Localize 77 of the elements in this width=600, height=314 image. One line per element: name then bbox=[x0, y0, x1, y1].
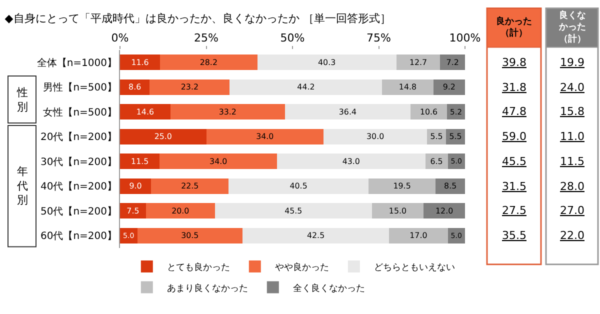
bar bbox=[170, 104, 285, 120]
bar bbox=[436, 178, 465, 194]
bar bbox=[120, 154, 160, 170]
bar bbox=[433, 79, 465, 95]
text: 11.0 bbox=[560, 130, 584, 143]
bar bbox=[160, 54, 258, 70]
bar bbox=[276, 154, 426, 170]
text: 性別 bbox=[16, 86, 28, 114]
bar bbox=[120, 79, 150, 95]
x-tick-label: 100% bbox=[449, 32, 481, 45]
bar bbox=[120, 54, 160, 70]
bar bbox=[368, 178, 436, 194]
bar bbox=[146, 203, 215, 219]
bar bbox=[228, 178, 368, 194]
x-tick-label: 25% bbox=[194, 32, 218, 45]
text: 27.0 bbox=[560, 204, 584, 217]
text: 35.5 bbox=[502, 229, 526, 242]
text: 良くなかった（計） bbox=[558, 10, 586, 44]
bar bbox=[230, 79, 382, 95]
text: 47.8 bbox=[502, 105, 526, 118]
bar bbox=[120, 128, 206, 144]
bar bbox=[160, 154, 277, 170]
bar bbox=[284, 104, 410, 120]
x-tick-label: 0% bbox=[111, 32, 129, 45]
bar bbox=[446, 128, 465, 144]
x-tick-label: 75% bbox=[366, 32, 391, 45]
bar bbox=[382, 79, 434, 95]
bar bbox=[324, 128, 428, 144]
text: 28.0 bbox=[560, 180, 584, 193]
y-tick-label: 40代【n=200】 bbox=[40, 180, 117, 193]
bar bbox=[120, 178, 152, 194]
legend-label: どちらともいえない bbox=[374, 262, 455, 273]
text: 15.8 bbox=[560, 105, 584, 118]
y-tick-label: 30代【n=200】 bbox=[40, 156, 117, 168]
bar bbox=[120, 228, 138, 244]
bar bbox=[425, 154, 448, 170]
text: 31.5 bbox=[502, 180, 526, 193]
bar bbox=[150, 79, 230, 95]
bar bbox=[424, 203, 465, 219]
bar bbox=[214, 203, 372, 219]
bar bbox=[396, 54, 440, 70]
bar bbox=[206, 128, 324, 144]
bar bbox=[137, 228, 242, 244]
text: 良かった（計） bbox=[496, 16, 532, 39]
legend-label: あまり良くなかった bbox=[166, 282, 248, 294]
bar bbox=[427, 128, 446, 144]
text: 年代別 bbox=[16, 165, 28, 207]
bar bbox=[120, 203, 146, 219]
bar bbox=[389, 228, 448, 244]
chart-title: ◆自身にとって「平成時代」は良かったか、良くなかったか ［単一回答形式］ bbox=[4, 12, 391, 25]
bar bbox=[410, 104, 448, 120]
y-tick-label: 女性【n=500】 bbox=[43, 106, 117, 118]
text: 45.5 bbox=[502, 155, 526, 168]
text: 22.0 bbox=[560, 229, 584, 242]
text: 11.5 bbox=[560, 155, 584, 168]
y-tick-label: 60代【n=200】 bbox=[40, 230, 117, 242]
text: 19.9 bbox=[560, 56, 584, 69]
y-tick-label: 男性【n=500】 bbox=[43, 82, 117, 94]
text: 31.8 bbox=[502, 81, 526, 94]
legend-label: とても良かった bbox=[166, 262, 230, 273]
bar bbox=[447, 104, 465, 120]
bar bbox=[242, 228, 390, 244]
x-tick-label: 50% bbox=[280, 32, 305, 45]
text: 59.0 bbox=[502, 130, 526, 143]
text: 27.5 bbox=[502, 204, 526, 217]
y-tick-label: 20代【n=200】 bbox=[40, 131, 117, 144]
bar bbox=[257, 54, 396, 70]
legend-label: 全く良くなかった bbox=[292, 282, 365, 294]
bar bbox=[151, 178, 229, 194]
bar bbox=[440, 54, 465, 70]
bar bbox=[120, 104, 170, 120]
y-tick-label: 50代【n=200】 bbox=[40, 205, 117, 218]
y-tick-label: 全体【n=1000】 bbox=[36, 56, 117, 69]
text: 39.8 bbox=[502, 56, 526, 69]
bar bbox=[372, 203, 424, 219]
text: 24.0 bbox=[560, 81, 584, 94]
legend-label: やや良かった bbox=[274, 262, 329, 273]
